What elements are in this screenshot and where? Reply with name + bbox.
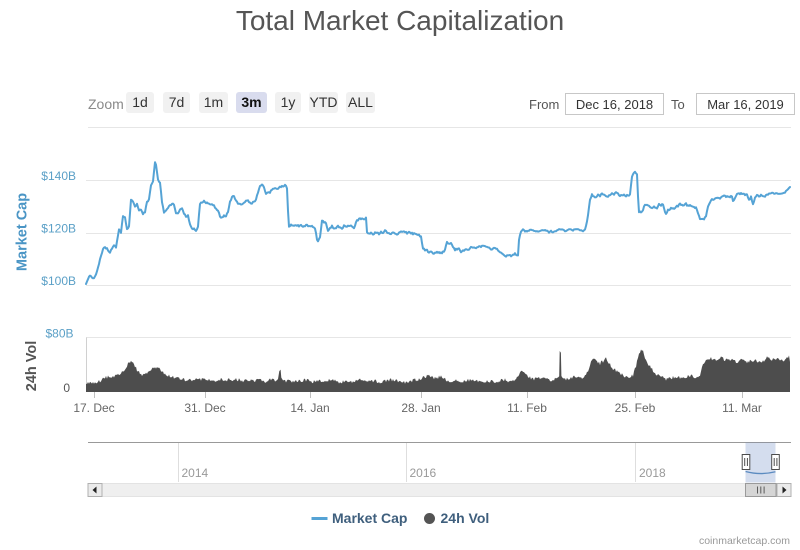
- svg-text:Market Cap: Market Cap: [332, 510, 407, 526]
- svg-text:31. Dec: 31. Dec: [184, 401, 225, 415]
- svg-text:24h Vol: 24h Vol: [24, 341, 40, 392]
- svg-text:$120B: $120B: [41, 222, 76, 236]
- svg-text:11. Mar: 11. Mar: [722, 401, 762, 415]
- svg-text:$80B: $80B: [45, 327, 73, 341]
- svg-text:$100B: $100B: [41, 274, 76, 288]
- svg-text:25. Feb: 25. Feb: [615, 401, 656, 415]
- svg-text:11. Feb: 11. Feb: [507, 401, 547, 415]
- svg-text:0: 0: [63, 381, 70, 395]
- svg-text:24h Vol: 24h Vol: [441, 510, 490, 526]
- svg-text:14. Jan: 14. Jan: [290, 401, 329, 415]
- svg-text:Market Cap: Market Cap: [15, 193, 31, 271]
- svg-text:2014: 2014: [182, 466, 209, 480]
- svg-text:2018: 2018: [639, 466, 666, 480]
- svg-text:2016: 2016: [410, 466, 437, 480]
- svg-text:17. Dec: 17. Dec: [73, 401, 114, 415]
- svg-text:28. Jan: 28. Jan: [401, 401, 440, 415]
- svg-text:$140B: $140B: [41, 169, 76, 183]
